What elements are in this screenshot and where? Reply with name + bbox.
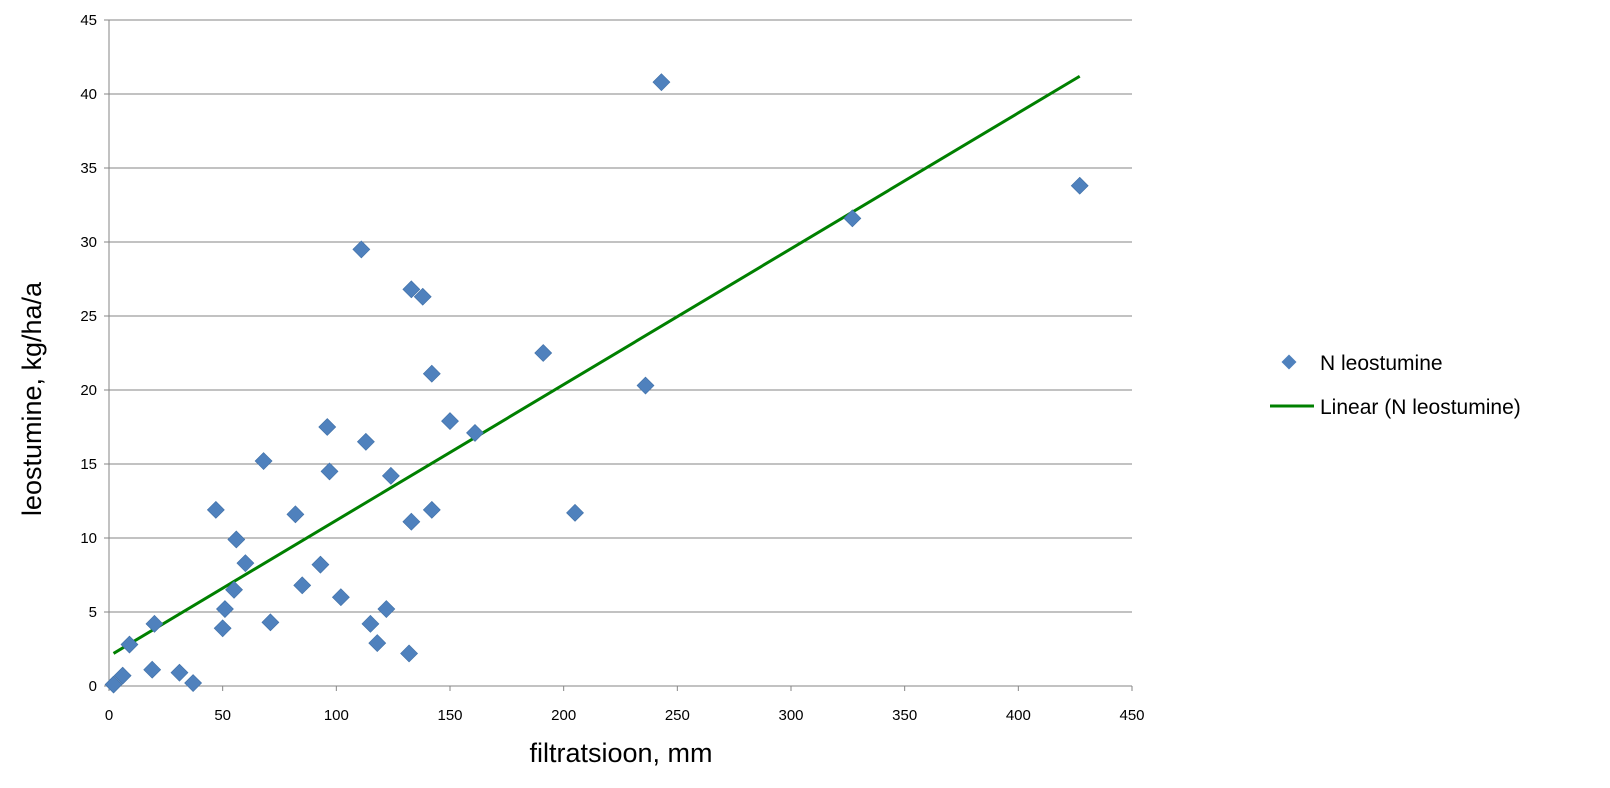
data-point xyxy=(227,530,246,549)
x-axis-title: filtratsioon, mm xyxy=(529,738,712,768)
y-axis-title: leostumine, kg/ha/a xyxy=(17,281,47,516)
y-tick-label-5: 5 xyxy=(89,604,97,621)
x-tick-label-400: 400 xyxy=(1006,707,1031,724)
y-tick-label-10: 10 xyxy=(80,530,97,547)
x-tick-label-150: 150 xyxy=(437,707,462,724)
x-tick-label-200: 200 xyxy=(551,707,576,724)
data-point xyxy=(120,635,139,654)
data-point xyxy=(402,512,421,531)
data-point xyxy=(331,588,350,607)
data-point xyxy=(216,600,234,618)
x-tick-label-350: 350 xyxy=(892,707,917,724)
x-tick-label-50: 50 xyxy=(214,707,231,724)
y-tick-label-35: 35 xyxy=(80,160,97,177)
x-tick-label-300: 300 xyxy=(778,707,803,724)
data-point xyxy=(381,466,400,485)
data-point xyxy=(318,418,337,436)
data-point xyxy=(422,500,441,519)
y-tick-labels: 0 5 10 15 20 25 30 35 40 45 xyxy=(80,12,97,695)
data-point xyxy=(402,280,421,299)
y-tick-label-45: 45 xyxy=(80,12,97,29)
x-tick-label-0: 0 xyxy=(105,707,113,724)
data-point xyxy=(368,634,387,653)
data-point xyxy=(170,663,189,682)
data-point xyxy=(400,644,419,663)
x-tick-label-250: 250 xyxy=(665,707,690,724)
data-point xyxy=(320,462,339,481)
data-point xyxy=(104,675,123,694)
x-tick-labels: 0 50 100 150 200 250 300 350 400 450 xyxy=(105,707,1145,724)
y-tick-label-15: 15 xyxy=(80,456,97,473)
data-point xyxy=(352,240,371,259)
y-tick-label-40: 40 xyxy=(80,86,97,103)
data-point xyxy=(636,376,655,395)
y-tick-label-0: 0 xyxy=(89,678,97,695)
data-point xyxy=(184,674,203,692)
x-tick-label-450: 450 xyxy=(1119,707,1144,724)
x-axis xyxy=(108,685,1133,691)
data-point xyxy=(236,554,255,573)
data-point xyxy=(261,613,280,632)
data-point xyxy=(145,614,164,633)
data-point xyxy=(254,452,273,470)
x-tick-label-100: 100 xyxy=(324,707,349,724)
data-point xyxy=(1070,176,1089,195)
data-point xyxy=(286,505,305,524)
data-point xyxy=(377,600,396,618)
y-tick-label-20: 20 xyxy=(80,382,97,399)
y-tick-label-30: 30 xyxy=(80,234,97,251)
data-point xyxy=(843,209,862,228)
data-point xyxy=(143,660,162,679)
data-point xyxy=(356,432,375,451)
data-point xyxy=(652,73,671,92)
data-point xyxy=(213,619,232,638)
data-point xyxy=(311,555,330,574)
legend-label-scatter: N leostumine xyxy=(1320,352,1443,375)
data-point xyxy=(113,666,132,685)
data-point xyxy=(361,614,380,633)
trendline-line xyxy=(112,74,1081,655)
data-point xyxy=(441,412,459,431)
trendline xyxy=(112,74,1081,655)
data-points xyxy=(104,73,1089,694)
data-point xyxy=(534,344,553,362)
data-point xyxy=(422,364,441,383)
data-point xyxy=(466,423,484,442)
data-point xyxy=(293,576,312,595)
data-point xyxy=(225,580,243,599)
y-tick-label-25: 25 xyxy=(80,308,97,325)
data-point xyxy=(413,287,432,306)
legend-marker-diamond xyxy=(1281,354,1297,370)
data-point xyxy=(566,503,584,522)
grid-lines xyxy=(104,19,1132,687)
legend-label-trendline: Linear (N leostumine) xyxy=(1320,396,1521,419)
data-point xyxy=(206,500,225,519)
legend: N leostumine Linear (N leostumine) xyxy=(1270,352,1521,419)
